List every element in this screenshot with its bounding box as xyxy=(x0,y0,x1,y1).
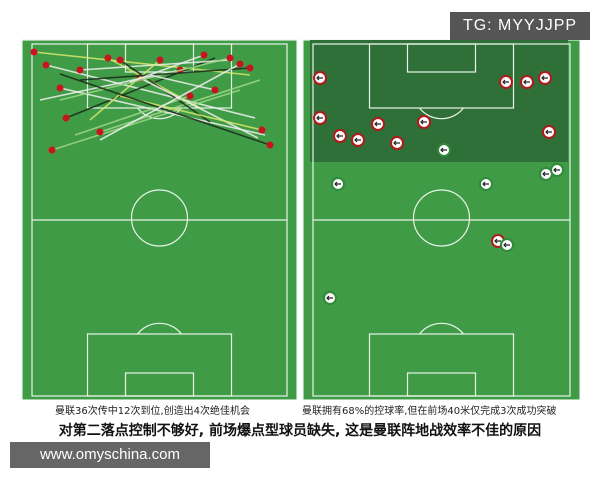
penalty-arc xyxy=(419,322,464,335)
pass-line xyxy=(129,54,205,83)
dribble-arrow xyxy=(494,238,501,244)
dribble-arrow xyxy=(393,140,400,146)
headline: 对第二落点控制不够好, 前场爆点型球员缺失, 这是曼联阵地战效率不佳的原因 xyxy=(58,423,542,439)
penalty-arc xyxy=(137,322,182,335)
goal-box xyxy=(124,372,195,397)
pass-dot xyxy=(236,60,244,68)
attack-zone xyxy=(310,40,568,162)
dribble-arrow xyxy=(542,171,549,177)
pass-dot xyxy=(211,86,219,94)
dribble-arrow xyxy=(326,295,333,301)
pass-line xyxy=(51,89,241,151)
pass-line xyxy=(59,57,231,101)
pass-dot xyxy=(76,66,84,74)
pass-dot xyxy=(266,141,274,149)
watermark: TG: MYYJJPP xyxy=(450,12,590,40)
pass-dot xyxy=(96,128,104,136)
pass-dot xyxy=(258,126,266,134)
pass-dot xyxy=(186,92,194,100)
pass-line xyxy=(45,64,256,119)
pass-dot xyxy=(48,146,56,154)
pass-line xyxy=(99,63,241,141)
site-label: www.omyschina.com xyxy=(10,442,210,468)
pass-dot xyxy=(56,84,64,92)
dribble-arrow xyxy=(440,147,447,153)
pass-dot xyxy=(62,114,70,122)
penalty-arc xyxy=(419,107,464,120)
right-caption: 曼联拥有68%的控球率,但在前场40米仅完成3次成功突破 xyxy=(302,406,557,417)
left-caption: 曼联36次传中12次到位,创造出4次绝佳机会 xyxy=(55,406,250,417)
dribble-arrow xyxy=(420,119,427,125)
dribble-arrow xyxy=(545,129,552,135)
pass-line xyxy=(139,77,259,139)
pass-line xyxy=(99,79,261,133)
goal-box xyxy=(406,372,477,397)
dribble-arrow xyxy=(482,181,489,187)
goal-box xyxy=(406,43,477,73)
dribble-arrow xyxy=(503,242,510,248)
pass-dot xyxy=(200,51,208,59)
dribble-arrow xyxy=(553,167,560,173)
dribble-arrow xyxy=(334,181,341,187)
pass-dot xyxy=(246,64,254,72)
dribble-arrow xyxy=(374,121,381,127)
dribble-arrow xyxy=(523,79,530,85)
pass-dot xyxy=(156,56,164,64)
dribble-arrow xyxy=(354,137,361,143)
dribble-arrow xyxy=(316,115,323,121)
pass-line xyxy=(89,59,161,121)
pass-dot xyxy=(30,48,38,56)
pass-line xyxy=(59,73,271,146)
pass-line xyxy=(79,67,251,81)
pass-dot xyxy=(226,54,234,62)
pass-dot xyxy=(116,56,124,64)
pitches xyxy=(21,39,581,400)
pass-dot xyxy=(42,61,50,69)
dribble-arrow xyxy=(316,75,323,81)
center-circle xyxy=(130,189,189,247)
center-circle xyxy=(412,189,471,247)
dribble-arrow xyxy=(541,75,548,81)
pass-dot xyxy=(104,54,112,62)
dribble-arrow xyxy=(502,79,509,85)
pass-line xyxy=(149,74,216,91)
pass-line xyxy=(74,95,191,136)
dribble-arrow xyxy=(336,133,343,139)
